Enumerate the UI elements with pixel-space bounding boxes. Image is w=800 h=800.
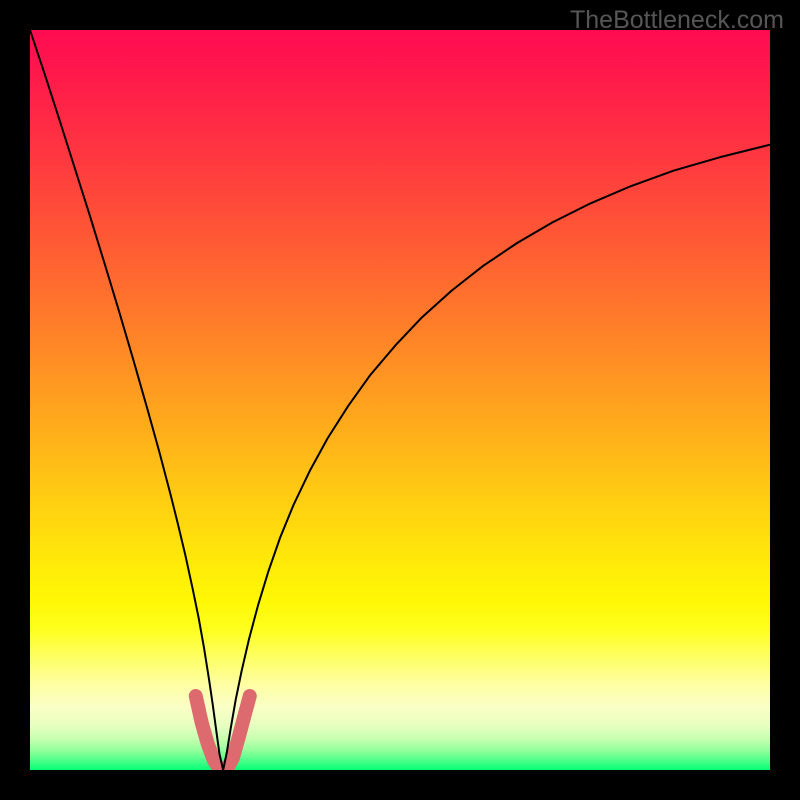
gradient-background <box>30 30 770 770</box>
watermark-text: TheBottleneck.com <box>570 6 784 35</box>
plot-svg <box>30 30 770 770</box>
plot-area <box>30 30 770 770</box>
outer-frame: TheBottleneck.com <box>0 0 800 800</box>
